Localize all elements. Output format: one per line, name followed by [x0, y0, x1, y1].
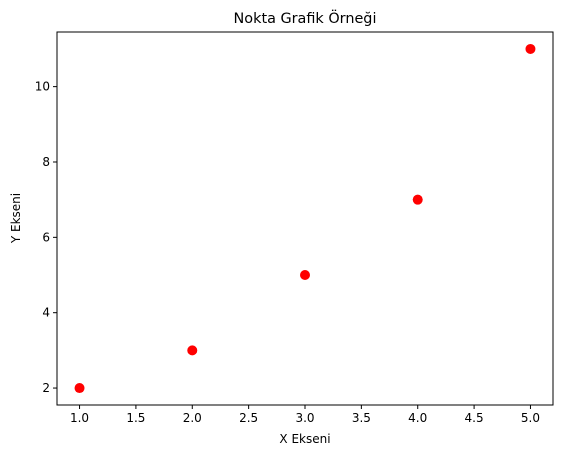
data-point — [74, 383, 85, 394]
x-tick-label: 5.0 — [521, 411, 540, 425]
x-tick-label: 3.5 — [352, 411, 371, 425]
x-tick-label: 4.0 — [408, 411, 427, 425]
y-axis-ticks: 2 4 6 8 10 — [35, 80, 57, 395]
x-tick-label: 2.5 — [239, 411, 258, 425]
x-axis-ticks: 1.0 1.5 2.0 2.5 3.0 3.5 4.0 4.5 5.0 — [70, 405, 540, 425]
data-point — [525, 43, 536, 54]
data-points — [74, 43, 536, 394]
data-point — [300, 270, 310, 281]
chart-title: Nokta Grafik Örneği — [234, 9, 377, 27]
x-axis-label: X Ekseni — [279, 432, 330, 446]
y-axis-label: Y Ekseni — [9, 193, 23, 244]
x-tick-label: 4.5 — [465, 411, 484, 425]
data-point — [187, 345, 198, 356]
x-tick-label: 2.0 — [183, 411, 202, 425]
y-tick-label: 2 — [42, 381, 50, 395]
y-tick-label: 6 — [42, 230, 50, 244]
x-tick-label: 1.5 — [126, 411, 145, 425]
y-tick-label: 10 — [35, 80, 50, 94]
x-tick-label: 3.0 — [295, 411, 314, 425]
y-tick-label: 8 — [42, 155, 50, 169]
data-point — [412, 194, 423, 205]
x-tick-label: 1.0 — [70, 411, 89, 425]
y-tick-label: 4 — [42, 306, 50, 320]
